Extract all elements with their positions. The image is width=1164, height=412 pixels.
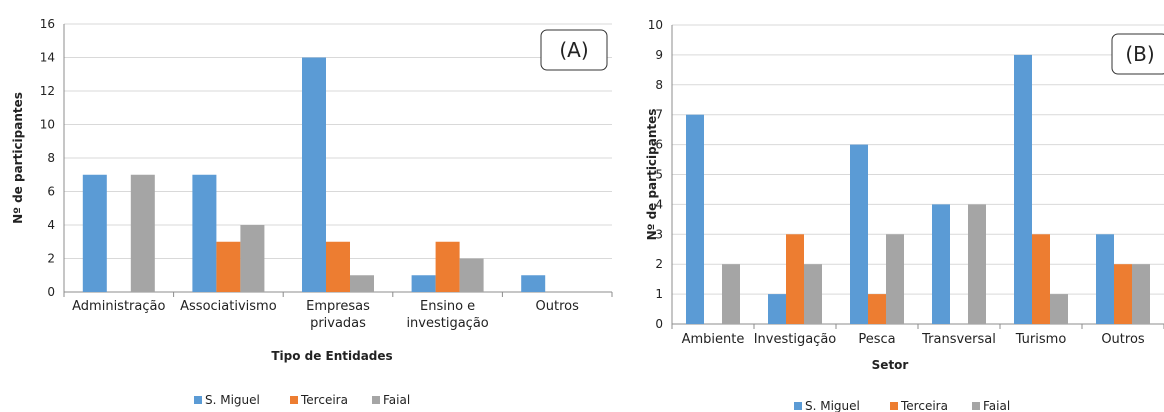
panel-b-bar — [1014, 54, 1032, 325]
panel-b-legend-item: Faial — [972, 399, 1010, 412]
panel-a-legend-swatch — [372, 396, 380, 404]
panel-b-x-tick-label: Turismo — [1015, 332, 1067, 347]
panel-b-y-tick-label: 5 — [655, 168, 663, 182]
panel-b-legend: S. Miguel Terceira Faial — [794, 399, 1010, 412]
panel-a-bar — [240, 225, 265, 292]
panel-a-x-tick-label: Associativismo — [180, 299, 277, 314]
panel-b-y-axis-title: Nº de participantes — [645, 109, 659, 241]
panel-b-legend-label: Terceira — [900, 399, 948, 412]
panel-b-bar — [1114, 264, 1132, 324]
panel-a-x-tick-label: Ensino e investigação — [406, 299, 488, 331]
panel-b-label: (B) — [1125, 42, 1154, 66]
panel-b-y-tick-label: 3 — [655, 227, 663, 241]
panel-b-legend-swatch — [794, 402, 802, 410]
panel-a-y-tick-label: 14 — [40, 51, 55, 65]
panel-b-bar — [886, 234, 904, 324]
panel-b-bar — [1132, 264, 1150, 324]
panel-b-bar — [768, 294, 786, 324]
panel-b-bar — [850, 144, 868, 324]
panel-a-legend-item: S. Miguel — [194, 393, 260, 407]
panel-b-x-tick-label: Investigação — [754, 332, 837, 347]
panel-a-legend-label: Faial — [383, 393, 410, 407]
panel-b-y-tick-label: 4 — [655, 197, 663, 211]
panel-b-bar — [968, 204, 986, 324]
panel-b-y-tick-label: 8 — [655, 78, 663, 92]
panel-a-x-tick-label: Empresas privadas — [306, 299, 370, 331]
panel-a-legend: S. Miguel Terceira Faial — [194, 393, 410, 407]
panel-b-y-tick-label: 0 — [655, 317, 663, 331]
panel-a-y-tick-label: 2 — [47, 252, 55, 266]
panel-a-legend-swatch — [194, 396, 202, 404]
panel-a-label-box — [540, 29, 608, 71]
panel-a-legend-swatch — [290, 396, 298, 404]
panel-a-x-axis-title: Tipo de Entidades — [271, 349, 392, 363]
panel-b-bar — [804, 264, 822, 324]
panel-a-bar — [350, 275, 374, 292]
panel-b-bar — [1032, 234, 1050, 324]
panel-b-legend-label: S. Miguel — [805, 399, 860, 412]
panel-b-bar — [932, 204, 950, 324]
panel-b-x-tick-label: Ambiente — [682, 332, 745, 347]
panel-b-legend-swatch — [890, 402, 898, 410]
panel-a-y-tick-label: 12 — [40, 84, 55, 98]
panel-a-x-tick-label: Outros — [536, 299, 580, 314]
panel-a-y-tick-label: 10 — [40, 118, 55, 132]
panel-b-label-box — [1111, 33, 1164, 75]
panel-b-y-tick-label: 6 — [655, 138, 663, 152]
panel-a: 0 2 4 6 8 10 12 14 16 Administração Associativismo… — [11, 17, 613, 407]
panel-b-legend-item: Terceira — [890, 399, 948, 412]
panel-a-x-tick-label: Administração — [72, 299, 165, 314]
panel-b-y-tick-label: 10 — [648, 18, 663, 32]
panel-b: 0 1 2 3 4 5 6 7 8 9 10 Ambiente Investigação Pesca Tra… — [645, 18, 1164, 412]
panel-a-y-tick-label: 16 — [40, 17, 55, 31]
panel-a-bar — [216, 241, 241, 292]
panel-b-bar — [868, 294, 886, 324]
panel-a-bar — [521, 275, 546, 292]
panel-a-bar — [435, 241, 460, 292]
panel-a-y-axis-title: Nº de participantes — [11, 92, 25, 224]
panel-a-y-tick-label: 6 — [47, 185, 55, 199]
panel-b-x-axis-title: Setor — [872, 358, 909, 372]
panel-b-legend-label: Faial — [983, 399, 1010, 412]
panel-a-legend-item: Terceira — [290, 393, 348, 407]
panel-b-bar — [1096, 234, 1114, 324]
panel-b-y-tick-label: 2 — [655, 257, 663, 271]
panel-a-bar — [130, 174, 155, 292]
panel-b-bar — [686, 114, 704, 324]
panel-a-label: (A) — [559, 38, 588, 62]
panel-b-x-tick-label: Pesca — [858, 332, 895, 347]
panel-b-y-tick-label: 9 — [655, 48, 663, 62]
panel-b-bar — [1050, 294, 1068, 324]
panel-a-bar — [82, 174, 107, 292]
panel-a-bar — [192, 174, 217, 292]
panel-a-y-tick-label: 8 — [47, 151, 55, 165]
panel-a-bar — [459, 258, 484, 292]
panel-a-legend-label: Terceira — [300, 393, 348, 407]
panel-b-bar — [786, 234, 804, 324]
panel-a-bar — [302, 57, 326, 292]
panel-b-x-tick-label: Outros — [1101, 332, 1145, 347]
panel-a-legend-label: S. Miguel — [205, 393, 260, 407]
panel-a-legend-item: Faial — [372, 393, 410, 407]
panel-a-bar — [326, 241, 350, 292]
panel-b-legend-swatch — [972, 402, 980, 410]
panel-a-bar — [411, 275, 436, 292]
panel-a-y-tick-label: 0 — [47, 285, 55, 299]
panel-b-legend-item: S. Miguel — [794, 399, 860, 412]
panel-b-y-tick-label: 1 — [655, 287, 663, 301]
panel-b-x-tick-label: Transversal — [921, 332, 996, 347]
panel-b-y-tick-label: 7 — [655, 108, 663, 122]
panel-b-bar — [722, 264, 740, 324]
panel-a-y-tick-label: 4 — [47, 218, 55, 232]
